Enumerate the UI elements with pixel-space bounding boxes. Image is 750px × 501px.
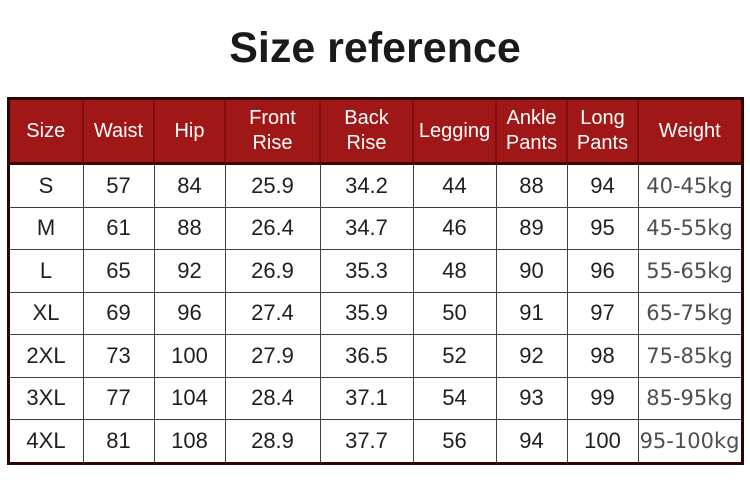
data-cell: 81	[82, 419, 155, 464]
data-cell: 26.9	[224, 249, 321, 293]
data-cell: 44	[412, 163, 497, 208]
data-cell: 92	[153, 249, 226, 293]
size-cell: L	[7, 249, 84, 293]
data-cell: 95	[566, 206, 639, 250]
data-cell: 88	[495, 163, 568, 208]
size-cell: 3XL	[7, 376, 84, 420]
data-cell: 28.9	[224, 419, 321, 464]
table-row-xl: XL 69 96 27.4 35.9 50 91 97 65-75kg	[7, 291, 743, 335]
data-cell: 50	[412, 291, 497, 335]
header-cell-size: Size	[7, 97, 84, 165]
data-cell: 37.1	[319, 376, 414, 420]
header-cell-back-rise: Back Rise	[319, 97, 414, 165]
data-cell: 96	[153, 291, 226, 335]
weight-cell: 55-65kg	[637, 249, 743, 293]
header-cell-hip: Hip	[153, 97, 226, 165]
data-cell: 100	[566, 419, 639, 464]
data-cell: 34.2	[319, 163, 414, 208]
weight-cell: 45-55kg	[637, 206, 743, 250]
data-cell: 88	[153, 206, 226, 250]
data-cell: 89	[495, 206, 568, 250]
header-cell-ankle-pants: Ankle Pants	[495, 97, 568, 165]
data-cell: 28.4	[224, 376, 321, 420]
data-cell: 84	[153, 163, 226, 208]
data-cell: 57	[82, 163, 155, 208]
weight-cell: 40-45kg	[637, 163, 743, 208]
data-cell: 92	[495, 334, 568, 378]
size-cell: M	[7, 206, 84, 250]
data-cell: 27.4	[224, 291, 321, 335]
weight-cell: 85-95kg	[637, 376, 743, 420]
data-cell: 69	[82, 291, 155, 335]
data-cell: 98	[566, 334, 639, 378]
table-row-s: S 57 84 25.9 34.2 44 88 94 40-45kg	[7, 163, 743, 208]
header-cell-long-pants: Long Pants	[566, 97, 639, 165]
header-cell-weight: Weight	[637, 97, 743, 165]
data-cell: 35.3	[319, 249, 414, 293]
size-cell: 4XL	[7, 419, 84, 464]
size-cell: S	[7, 163, 84, 208]
data-cell: 100	[153, 334, 226, 378]
data-cell: 34.7	[319, 206, 414, 250]
table-header: Size Waist Hip Front Rise Back Rise Legg…	[7, 97, 743, 165]
data-cell: 52	[412, 334, 497, 378]
data-cell: 94	[566, 163, 639, 208]
data-cell: 26.4	[224, 206, 321, 250]
data-cell: 73	[82, 334, 155, 378]
data-cell: 56	[412, 419, 497, 464]
data-cell: 96	[566, 249, 639, 293]
data-cell: 61	[82, 206, 155, 250]
data-cell: 97	[566, 291, 639, 335]
data-cell: 91	[495, 291, 568, 335]
data-cell: 36.5	[319, 334, 414, 378]
page-title: Size reference	[229, 24, 521, 72]
header-row: Size Waist Hip Front Rise Back Rise Legg…	[7, 97, 743, 165]
table-row-3xl: 3XL 77 104 28.4 37.1 54 93 99 85-95kg	[7, 376, 743, 420]
data-cell: 48	[412, 249, 497, 293]
table-row-l: L 65 92 26.9 35.3 48 90 96 55-65kg	[7, 249, 743, 293]
weight-cell: 75-85kg	[637, 334, 743, 378]
data-cell: 104	[153, 376, 226, 420]
data-cell: 25.9	[224, 163, 321, 208]
size-reference-table: Size Waist Hip Front Rise Back Rise Legg…	[6, 97, 744, 465]
size-cell: XL	[7, 291, 84, 335]
table-row-m: M 61 88 26.4 34.7 46 89 95 45-55kg	[7, 206, 743, 250]
data-cell: 65	[82, 249, 155, 293]
data-cell: 54	[412, 376, 497, 420]
header-cell-legging: Legging	[412, 97, 497, 165]
header-cell-front-rise: Front Rise	[224, 97, 321, 165]
weight-cell: 65-75kg	[637, 291, 743, 335]
table-row-2xl: 2XL 73 100 27.9 36.5 52 92 98 75-85kg	[7, 334, 743, 378]
data-cell: 46	[412, 206, 497, 250]
data-cell: 77	[82, 376, 155, 420]
table-body: S 57 84 25.9 34.2 44 88 94 40-45kg M 61 …	[7, 163, 743, 464]
data-cell: 93	[495, 376, 568, 420]
data-cell: 27.9	[224, 334, 321, 378]
header-cell-waist: Waist	[82, 97, 155, 165]
weight-cell: 95-100kg	[637, 419, 743, 464]
data-cell: 37.7	[319, 419, 414, 464]
data-cell: 108	[153, 419, 226, 464]
data-cell: 35.9	[319, 291, 414, 335]
size-cell: 2XL	[7, 334, 84, 378]
data-cell: 99	[566, 376, 639, 420]
data-cell: 94	[495, 419, 568, 464]
table-row-4xl: 4XL 81 108 28.9 37.7 56 94 100 95-100kg	[7, 419, 743, 464]
data-cell: 90	[495, 249, 568, 293]
